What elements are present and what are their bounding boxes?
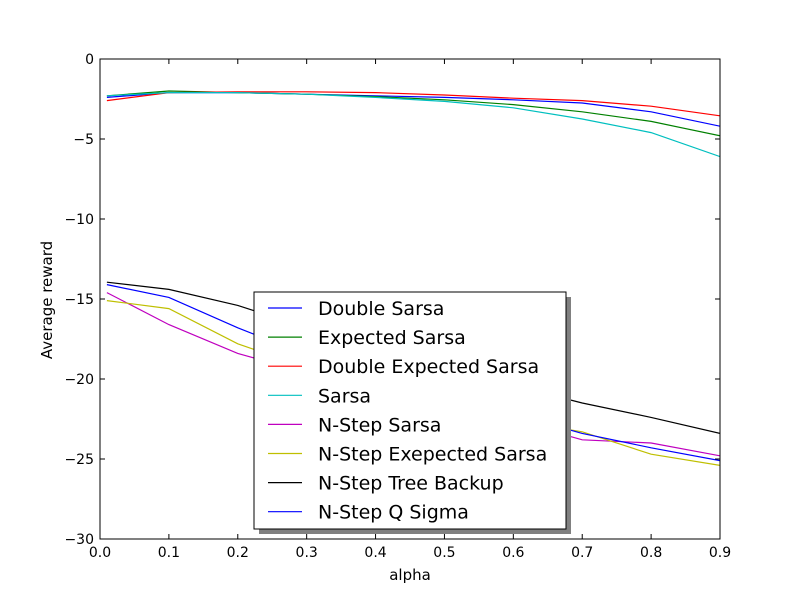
- x-tick-label: 0.8: [640, 545, 662, 561]
- x-tick-label: 0.6: [502, 545, 524, 561]
- y-tick-label: −10: [64, 212, 94, 228]
- x-tick-label: 0.7: [571, 545, 593, 561]
- x-tick-label: 0.1: [158, 545, 180, 561]
- y-tick-label: −30: [64, 532, 94, 548]
- y-tick-label: −5: [73, 132, 94, 148]
- legend-label-1: Double Sarsa: [318, 298, 444, 320]
- legend-label-2: Expected Sarsa: [318, 327, 466, 349]
- x-tick-label: 0.9: [709, 545, 731, 561]
- x-tick-label: 0.4: [364, 545, 386, 561]
- series-line-4: [106, 91, 720, 158]
- legend: Double Sarsa Expected Sarsa Double Expecte…: [253, 291, 571, 534]
- x-tick-label: 0.0: [89, 545, 111, 561]
- x-tick-label: 0.2: [227, 545, 249, 561]
- legend-label-8: N-Step Q Sigma: [318, 502, 469, 524]
- ticks-layer: 0.0 0.1 0.2 0.3 0.4 0.5 0.6 0.7 0.8 0.9 0 −5 −10 −15 −…: [64, 52, 731, 561]
- x-tick-label: 0.3: [296, 545, 318, 561]
- y-axis-label: Average reward: [38, 241, 56, 359]
- y-tick-label: −15: [64, 292, 94, 308]
- legend-box: [253, 291, 567, 530]
- legend-label-5: N-Step Sarsa: [318, 414, 441, 436]
- legend-label-4: Sarsa: [318, 385, 371, 407]
- legend-label-6: N-Step Exepected Sarsa: [318, 444, 547, 466]
- y-tick-label: −20: [64, 372, 94, 388]
- x-tick-label: 0.5: [433, 545, 455, 561]
- y-tick-label: 0: [85, 52, 94, 68]
- x-axis-label: alpha: [389, 566, 431, 584]
- legend-label-3: Double Expected Sarsa: [318, 356, 539, 378]
- legend-label-7: N-Step Tree Backup: [318, 473, 504, 495]
- y-tick-label: −25: [64, 452, 94, 468]
